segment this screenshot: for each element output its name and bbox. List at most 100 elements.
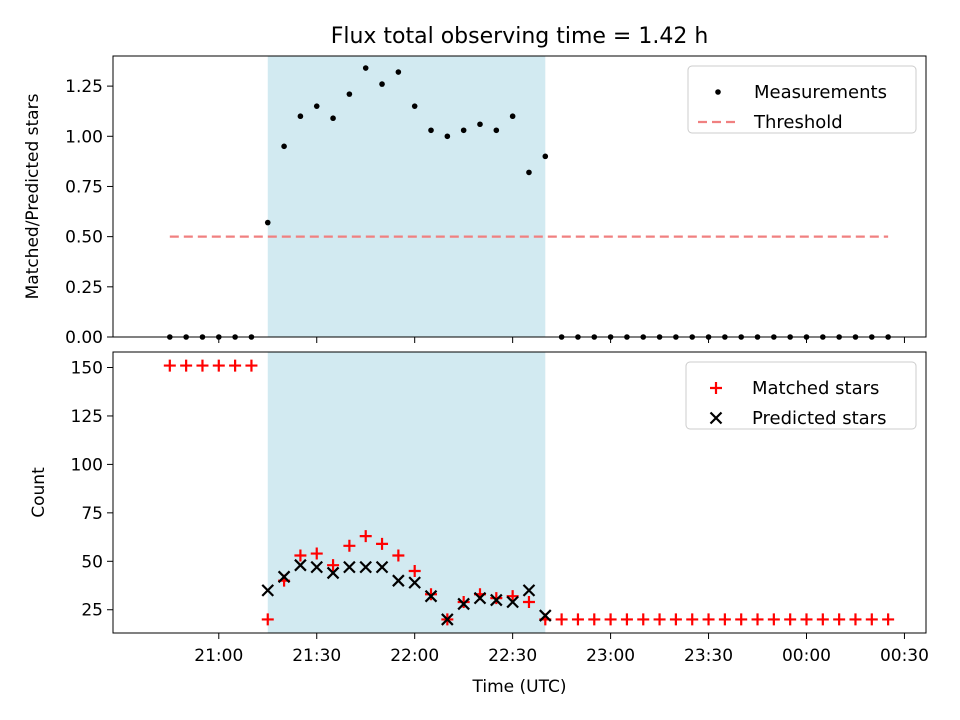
measurement-point (379, 81, 385, 87)
matched-star-point (490, 592, 503, 605)
predicted-star-point (277, 570, 291, 584)
measurement-point (264, 219, 271, 226)
matched-star-point (457, 595, 470, 608)
legend-label: Predicted stars (752, 408, 886, 429)
measurement-point (542, 153, 549, 160)
marks-bottom (163, 359, 895, 626)
axes-frame-top (112, 55, 927, 338)
predicted-star-point (326, 566, 340, 580)
y-axis-label-top: Matched/Predicted stars (23, 93, 43, 299)
legend-swatch-x (709, 411, 723, 425)
matched-star-point (653, 613, 666, 626)
matched-star-point (245, 359, 258, 372)
ytick-label: 0.25 (65, 278, 103, 298)
matched-star-point (555, 613, 568, 626)
predicted-star-point (375, 560, 389, 574)
predicted-star-point (490, 593, 503, 607)
ytick-label: 100 (71, 455, 103, 475)
matched-star-point (425, 588, 438, 601)
matched-star-point (522, 595, 535, 608)
predicted-star-point (359, 560, 372, 574)
matched-star-point (816, 613, 829, 626)
y-axis-label-bottom: Count (29, 467, 49, 518)
predicted-star-point (408, 576, 421, 589)
matched-star-point (865, 613, 878, 626)
matched-star-point (604, 613, 617, 626)
legend-swatch-plus (710, 382, 722, 394)
ytick-label: 150 (71, 359, 103, 379)
axes-frame-bottom (112, 351, 927, 634)
matched-star-point (669, 613, 682, 626)
predicted-star-point (473, 591, 487, 605)
panel-ratio: 0.00 0.25 0.50 0.75 1.00 1.25 Flux total obse… (23, 24, 927, 348)
measurement-point (493, 127, 500, 134)
predicted-star-point (310, 560, 324, 574)
predicted-star-point (424, 589, 438, 603)
ytick-label: 1.25 (65, 77, 103, 97)
legend-top: Measurements Threshold (687, 65, 917, 134)
measurement-point (411, 103, 418, 109)
legend-swatch-dot (715, 89, 721, 95)
predicted-star-point (457, 597, 470, 611)
ytick-label: 0.50 (65, 228, 103, 248)
matched-star-point (294, 549, 307, 562)
matched-star-point (833, 613, 846, 626)
ytick-label: 0.75 (65, 177, 103, 197)
ytick-label: 1.00 (65, 127, 103, 147)
predicted-star-point (441, 613, 454, 626)
matched-star-point (392, 549, 405, 562)
xtick-label: 21:30 (292, 646, 341, 666)
measurement-point (313, 103, 320, 109)
measurement-point (362, 65, 369, 71)
legend-box (685, 361, 917, 430)
ytick-label: 50 (81, 552, 103, 572)
matched-star-point (261, 613, 274, 626)
xtick-label: 22:00 (390, 646, 439, 666)
xtick-label: 22:30 (488, 646, 537, 666)
ytick-label: 0.00 (65, 328, 103, 348)
matched-star-point (735, 613, 748, 626)
marks-top (167, 65, 891, 340)
predicted-star-point (392, 574, 405, 587)
matched-star-point (310, 547, 323, 560)
matched-star-point (784, 613, 797, 626)
matched-star-point (359, 530, 372, 543)
matched-star-point (376, 537, 389, 550)
measurement-point (460, 127, 467, 134)
matched-star-point (163, 359, 176, 372)
matched-star-point (571, 613, 584, 626)
xtick-label: 00:00 (782, 646, 831, 666)
chart-title: Flux total observing time = 1.42 h (331, 24, 709, 49)
observing-span-bottom (267, 352, 546, 633)
predicted-star-point (522, 584, 536, 597)
xticks: 21:00 21:30 22:00 22:30 23:00 23:30 00:00 00:30 (194, 633, 929, 666)
matched-star-point (506, 590, 519, 603)
matched-star-point (767, 613, 780, 626)
matched-star-point (180, 359, 193, 372)
measurement-point (346, 91, 353, 97)
matched-star-point (800, 613, 813, 626)
matched-star-point (849, 613, 862, 626)
predicted-star-point (506, 595, 519, 609)
predicted-star-point (261, 584, 275, 597)
xtick-label: 23:30 (684, 646, 733, 666)
matched-star-point (637, 613, 650, 626)
legend-bottom: Matched stars Predicted stars (685, 361, 917, 430)
matched-star-point (212, 359, 225, 372)
matched-star-point (343, 539, 356, 552)
ytick-label: 25 (81, 601, 103, 621)
yticks-bottom: 25 50 75 100 125 150 (71, 359, 113, 621)
measurement-point (526, 169, 532, 176)
xtick-label: 00:30 (880, 646, 929, 666)
matched-star-point (718, 613, 731, 626)
legend-label: Measurements (754, 82, 887, 103)
measurement-point (477, 121, 483, 128)
matched-star-point (196, 359, 209, 372)
matched-star-point (229, 359, 242, 372)
matched-star-point (408, 564, 421, 577)
measurement-point (297, 113, 304, 120)
measurement-point (330, 115, 336, 122)
measurement-point (281, 143, 287, 150)
measurement-point (395, 69, 402, 75)
